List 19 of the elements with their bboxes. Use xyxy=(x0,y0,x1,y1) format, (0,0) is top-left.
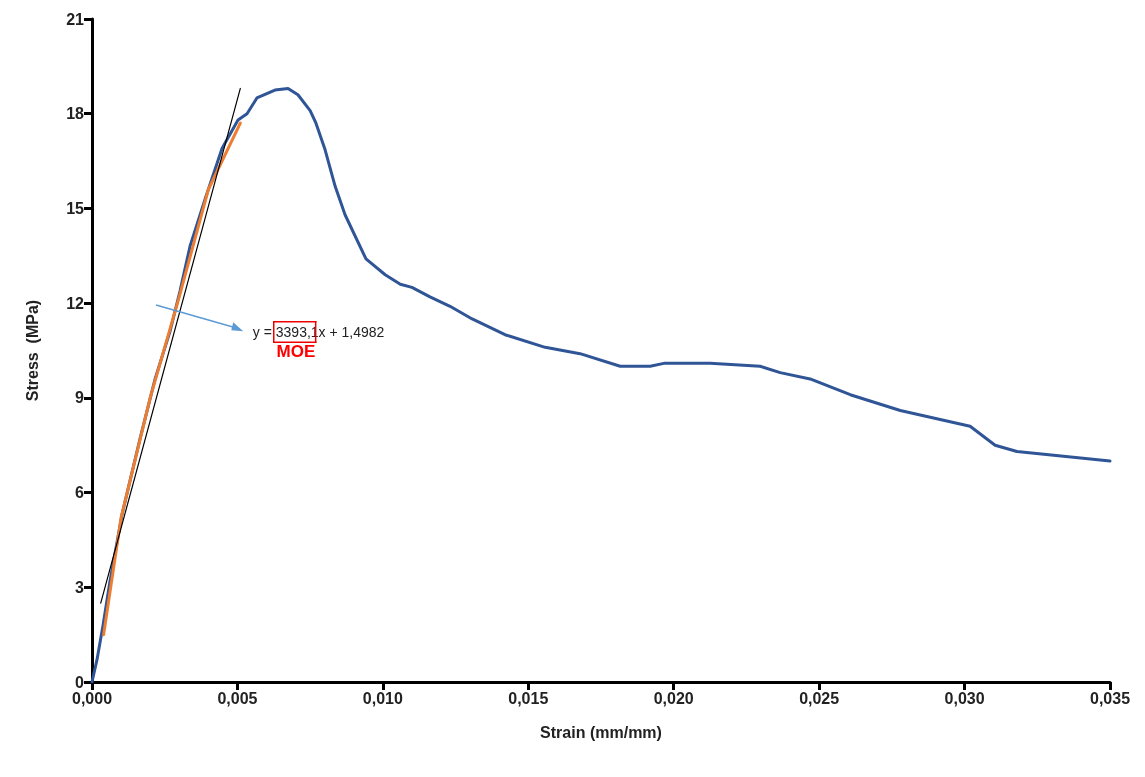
x-tick-label: 0,010 xyxy=(362,689,403,707)
y-tick-label: 0 xyxy=(75,673,85,691)
y-tick-label: 12 xyxy=(66,294,85,312)
y-tick-label: 6 xyxy=(75,484,85,502)
y-tick-label: 18 xyxy=(66,105,85,123)
x-tick-label: 0,020 xyxy=(653,689,694,707)
y-axis-title: Stress (MPa) xyxy=(23,299,41,402)
x-tick-label: 0,035 xyxy=(1089,689,1131,707)
x-tick-label: 0,005 xyxy=(217,689,258,707)
y-tick-label: 3 xyxy=(75,578,85,596)
y-tick-label: 15 xyxy=(66,199,85,217)
annotation: MOE xyxy=(276,341,316,362)
x-tick-label: 0,030 xyxy=(944,689,985,707)
x-tick-label: 0,000 xyxy=(71,689,113,707)
x-tick-label: 0,025 xyxy=(799,689,840,707)
x-tick-label: 0,015 xyxy=(508,689,549,707)
y-tick-label: 9 xyxy=(75,389,85,407)
y-tick-label: 21 xyxy=(66,10,85,28)
x-axis-title: Strain (mm/mm) xyxy=(540,723,662,741)
